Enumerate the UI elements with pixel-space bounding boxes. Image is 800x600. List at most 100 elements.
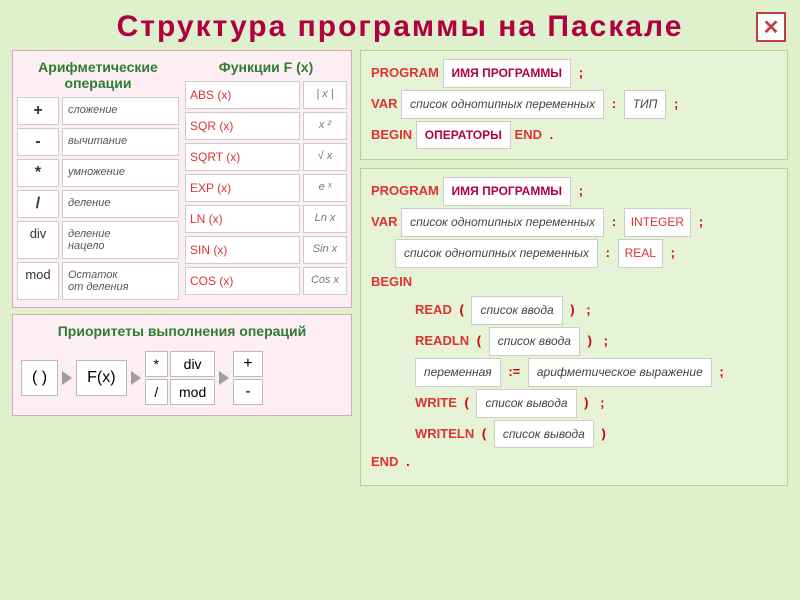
kw-program: PROGRAM xyxy=(371,183,439,198)
functions-box: Функции F (x) ABS (x)| x |SQR (x)x ²SQRT… xyxy=(185,55,347,303)
func-name: LN (x) xyxy=(185,205,300,233)
arith-desc: деление нацело xyxy=(62,221,179,259)
lparen: ( xyxy=(461,395,473,410)
assign-var-chip: переменная xyxy=(415,358,501,387)
func-name: COS (x) xyxy=(185,267,300,295)
priority-grid: * div / mod xyxy=(145,351,216,405)
dot: . xyxy=(402,454,414,469)
func-math: √ x xyxy=(303,143,347,171)
func-name: SQRT (x) xyxy=(185,143,300,171)
arith-symbol: div xyxy=(17,221,59,259)
func-row: COS (x)Cos x xyxy=(185,267,347,295)
priority-paren: ( ) xyxy=(21,360,58,396)
arith-row: /деление xyxy=(17,190,179,218)
colon: : xyxy=(608,96,620,111)
semicolon: ; xyxy=(582,302,594,317)
program-template-1: PROGRAM ИМЯ ПРОГРАММЫ ; VAR список однот… xyxy=(360,50,788,160)
func-math: | x | xyxy=(303,81,347,109)
grid-cell: mod xyxy=(170,379,215,405)
left-column: Арифметические операции +сложение-вычита… xyxy=(12,50,352,486)
priority-panel: Приоритеты выполнения операций ( ) F(x) … xyxy=(12,314,352,416)
colon: : xyxy=(608,214,620,229)
arith-heading: Арифметические операции xyxy=(17,55,179,97)
var-list-chip: список однотипных переменных xyxy=(401,208,604,237)
arith-row: divделение нацело xyxy=(17,221,179,259)
kw-writeln: WRITELN xyxy=(415,426,474,441)
func-row: ABS (x)| x | xyxy=(185,81,347,109)
funcs-heading: Функции F (x) xyxy=(185,55,347,81)
func-row: EXP (x)e ˣ xyxy=(185,174,347,202)
assign-expr-chip: арифметическое выражение xyxy=(528,358,712,387)
rparen: ) xyxy=(597,426,609,441)
type-chip: ТИП xyxy=(624,90,667,119)
var-list-chip: список однотипных переменных xyxy=(395,239,598,268)
semicolon: ; xyxy=(575,65,587,80)
func-name: ABS (x) xyxy=(185,81,300,109)
func-math: x ² xyxy=(303,112,347,140)
semicolon: ; xyxy=(670,96,682,111)
arith-symbol: / xyxy=(17,190,59,218)
semicolon: ; xyxy=(695,214,707,229)
arith-symbol: + xyxy=(17,97,59,125)
priority-fx: F(x) xyxy=(76,360,126,396)
rparen: ) xyxy=(566,302,578,317)
arith-row: +сложение xyxy=(17,97,179,125)
main-layout: Арифметические операции +сложение-вычита… xyxy=(0,50,800,486)
output-list-chip: список вывода xyxy=(494,420,594,449)
type-integer: INTEGER xyxy=(624,208,691,237)
operators-chip: ОПЕРАТОРЫ xyxy=(416,121,511,150)
func-name: SIN (x) xyxy=(185,236,300,264)
kw-var: VAR xyxy=(371,214,397,229)
kw-readln: READLN xyxy=(415,333,469,348)
kw-end: END xyxy=(515,127,542,142)
type-real: REAL xyxy=(618,239,663,268)
arrow-icon xyxy=(131,371,141,385)
kw-begin: BEGIN xyxy=(371,274,412,289)
kw-read: READ xyxy=(415,302,452,317)
arithmetic-box: Арифметические операции +сложение -вычита… xyxy=(17,55,179,303)
func-row: SQR (x)x ² xyxy=(185,112,347,140)
func-math: Cos x xyxy=(303,267,347,295)
kw-write: WRITE xyxy=(415,395,457,410)
kw-var: VAR xyxy=(371,96,397,111)
assign-op: := xyxy=(504,364,524,379)
kw-program: PROGRAM xyxy=(371,65,439,80)
func-math: Sin x xyxy=(303,236,347,264)
func-math: Ln x xyxy=(303,205,347,233)
arith-desc: вычитание xyxy=(62,128,179,156)
arith-symbol: mod xyxy=(17,262,59,300)
arith-symbol: - xyxy=(17,128,59,156)
lparen: ( xyxy=(473,333,485,348)
colon: : xyxy=(602,245,614,260)
rparen: ) xyxy=(580,395,592,410)
col-cell: - xyxy=(233,379,262,405)
grid-cell: / xyxy=(145,379,168,405)
func-math: e ˣ xyxy=(303,174,347,202)
semicolon: ; xyxy=(667,245,679,260)
priority-col: + - xyxy=(233,351,262,405)
program-name-chip: ИМЯ ПРОГРАММЫ xyxy=(443,177,572,206)
close-button[interactable]: ✕ xyxy=(756,12,786,42)
rparen: ) xyxy=(584,333,596,348)
arrow-icon xyxy=(219,371,229,385)
page-title: Структура программы на Паскале xyxy=(0,0,800,50)
arrow-icon xyxy=(62,371,72,385)
input-list-chip: список ввода xyxy=(471,296,562,325)
top-tables-panel: Арифметические операции +сложение -вычита… xyxy=(12,50,352,308)
output-list-chip: список вывода xyxy=(476,389,576,418)
col-cell: + xyxy=(233,351,262,377)
kw-begin: BEGIN xyxy=(371,127,412,142)
arith-row: modОстаток от деления xyxy=(17,262,179,300)
arith-desc: умножение xyxy=(62,159,179,187)
arith-row: -вычитание xyxy=(17,128,179,156)
arith-desc: деление xyxy=(62,190,179,218)
grid-cell: div xyxy=(170,351,215,377)
var-list-chip: список однотипных переменных xyxy=(401,90,604,119)
program-name-chip: ИМЯ ПРОГРАММЫ xyxy=(443,59,572,88)
func-row: SQRT (x)√ x xyxy=(185,143,347,171)
func-name: SQR (x) xyxy=(185,112,300,140)
program-template-2: PROGRAM ИМЯ ПРОГРАММЫ ; VAR список однот… xyxy=(360,168,788,486)
func-name: EXP (x) xyxy=(185,174,300,202)
semicolon: ; xyxy=(596,395,608,410)
kw-end: END xyxy=(371,454,398,469)
